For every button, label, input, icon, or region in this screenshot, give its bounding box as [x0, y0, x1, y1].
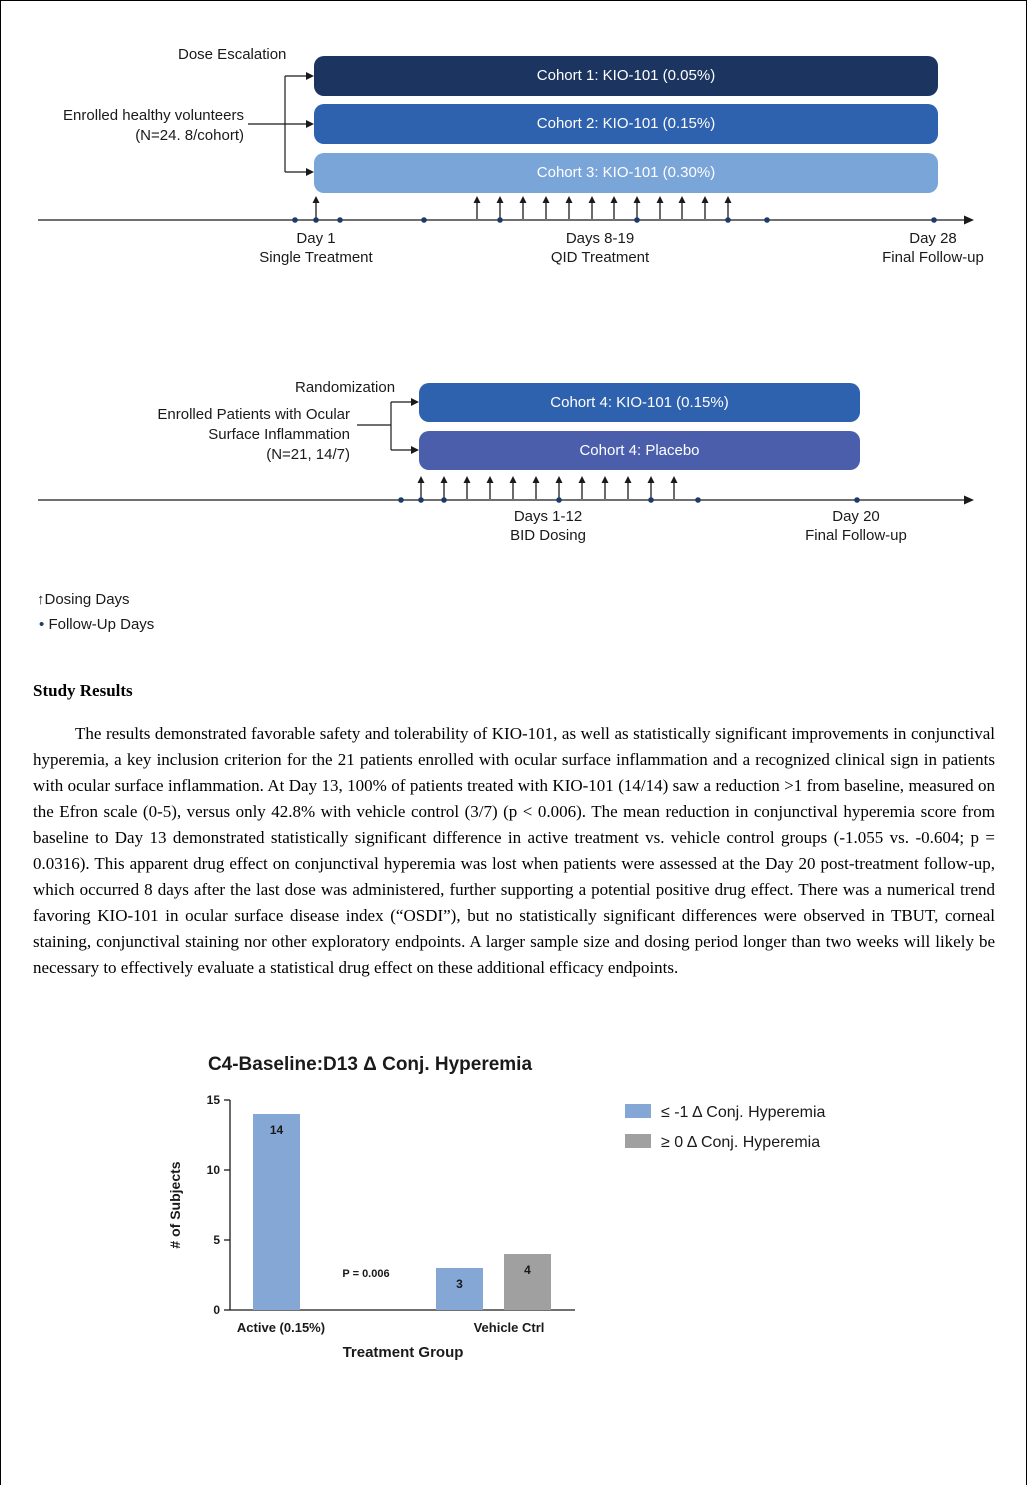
dosing-arrow-icon-head	[555, 476, 563, 483]
followup-dot-icon	[854, 497, 860, 503]
dosing-arrow-icon-head	[440, 476, 448, 483]
cohort-4-active-bar: Cohort 4: KIO-101 (0.15%)	[419, 383, 860, 422]
legend-dosing: ↑Dosing Days	[37, 591, 130, 608]
p-value-annotation: P = 0.006	[342, 1268, 389, 1280]
day28-label-line2: Final Follow-up	[882, 249, 984, 266]
followup-dot-icon	[292, 217, 298, 223]
y-tick-label: 0	[213, 1303, 220, 1317]
followup-dot-icon	[497, 217, 503, 223]
dosing-arrow-icon-head	[417, 476, 425, 483]
dosing-arrow-icon-head	[647, 476, 655, 483]
dosing-arrow-icon-head	[701, 196, 709, 203]
dosing-arrow-icon-head	[509, 476, 517, 483]
dosing-arrow-icon-head	[542, 196, 550, 203]
y-tick-label: 15	[207, 1093, 221, 1107]
dosing-arrow-icon-head	[724, 196, 732, 203]
followup-dot-icon	[418, 497, 424, 503]
day28-label-line1: Day 28	[909, 230, 957, 247]
dosing-arrow-icon-head	[656, 196, 664, 203]
dosing-arrow-icon-head	[473, 196, 481, 203]
chart-title: C4-Baseline:D13 Δ Conj. Hyperemia	[208, 1054, 533, 1075]
legend-entry: ≥ 0 Δ Conj. Hyperemia	[661, 1134, 820, 1151]
followup-dot-icon	[313, 217, 319, 223]
followup-dot-icon	[337, 217, 343, 223]
day20-label-line2: Final Follow-up	[805, 527, 907, 544]
dosing-arrow-icon-head	[463, 476, 471, 483]
dot-icon: •	[39, 616, 45, 633]
day20-label-line1: Day 20	[832, 508, 880, 525]
bar-data-label: 4	[524, 1263, 531, 1277]
followup-dot-icon	[556, 497, 562, 503]
followup-dot-icon	[421, 217, 427, 223]
study-results-heading: Study Results	[33, 681, 133, 700]
cohort-1-bar: Cohort 1: KIO-101 (0.05%)	[314, 56, 938, 96]
hyperemia-bar-chart: C4-Baseline:D13 Δ Conj. Hyperemia 0 5 10 15 #…	[167, 1054, 826, 1361]
dosing-arrow-icon-head	[312, 196, 320, 203]
dosing-arrow-icon-head	[519, 196, 527, 203]
patients-label-line3: (N=21, 14/7)	[266, 446, 350, 463]
x-tick-label: Vehicle Ctrl	[474, 1320, 545, 1335]
x-axis-label: Treatment Group	[343, 1344, 464, 1361]
diagram1-connectors	[248, 72, 314, 176]
days-1-12-label-line2: BID Dosing	[510, 527, 586, 544]
randomization-label: Randomization	[295, 379, 396, 396]
dosing-arrow-icon-head	[588, 196, 596, 203]
up-arrow-icon: ↑	[37, 591, 45, 608]
healthy-volunteers-label-line2: (N=24. 8/cohort)	[135, 127, 244, 144]
bar-1-1	[504, 1254, 551, 1310]
dosing-arrow-icon-head	[624, 476, 632, 483]
days-1-12-label-line1: Days 1-12	[513, 508, 583, 525]
day1-label-line1: Day 1	[296, 230, 336, 247]
bar-data-label: 3	[456, 1277, 463, 1291]
dosing-arrow-icon-head	[565, 196, 573, 203]
y-tick-label: 10	[207, 1163, 221, 1177]
bar-0-0	[253, 1114, 300, 1310]
legend-entry: ≤ -1 Δ Conj. Hyperemia	[661, 1104, 826, 1121]
bar-data-label: 14	[270, 1123, 284, 1137]
diagram2-connectors	[357, 398, 419, 454]
legend-followup-label: Follow-Up Days	[48, 616, 155, 633]
days-8-19-label-line1: Days 8-19	[565, 230, 635, 247]
y-axis-label: # of Subjects	[167, 1161, 183, 1248]
followup-dot-icon	[634, 217, 640, 223]
days-8-19-label-line2: QID Treatment	[550, 249, 650, 266]
patients-label-line2: Surface Inflammation	[208, 426, 350, 443]
dose-escalation-label: Dose Escalation	[178, 46, 287, 63]
followup-dot-icon	[931, 217, 937, 223]
dosing-arrow-icon-head	[670, 476, 678, 483]
cohort-4-placebo-bar: Cohort 4: Placebo	[419, 431, 860, 470]
dosing-arrow-icon-head	[532, 476, 540, 483]
bar-1-0	[436, 1268, 483, 1310]
dosing-arrow-icon-head	[601, 476, 609, 483]
timeline-1	[38, 196, 974, 225]
dosing-arrow-icon-head	[496, 196, 504, 203]
cohort-3-bar: Cohort 3: KIO-101 (0.30%)	[314, 153, 938, 193]
dosing-arrow-icon-head	[678, 196, 686, 203]
cohort-2-bar: Cohort 2: KIO-101 (0.15%)	[314, 104, 938, 144]
day1-label-line2: Single Treatment	[259, 249, 373, 266]
dosing-arrow-icon-head	[486, 476, 494, 483]
legend-swatch	[625, 1134, 651, 1148]
healthy-volunteers-label-line1: Enrolled healthy volunteers	[63, 107, 244, 124]
x-tick-label: Active (0.15%)	[237, 1320, 325, 1335]
dosing-arrow-icon-head	[610, 196, 618, 203]
study-results-paragraph: The results demonstrated favorable safet…	[33, 724, 995, 977]
followup-dot-icon	[725, 217, 731, 223]
dosing-arrow-icon-head	[633, 196, 641, 203]
dosing-arrow-icon-head	[578, 476, 586, 483]
y-tick-label: 5	[213, 1233, 220, 1247]
followup-dot-icon	[764, 217, 770, 223]
followup-dot-icon	[441, 497, 447, 503]
followup-dot-icon	[398, 497, 404, 503]
followup-dot-icon	[695, 497, 701, 503]
legend-dosing-label: Dosing Days	[44, 591, 130, 608]
legend-followup: • Follow-Up Days	[39, 616, 154, 633]
timeline-2	[38, 476, 974, 505]
legend-swatch	[625, 1104, 651, 1118]
patients-label-line1: Enrolled Patients with Ocular	[157, 406, 350, 423]
followup-dot-icon	[648, 497, 654, 503]
